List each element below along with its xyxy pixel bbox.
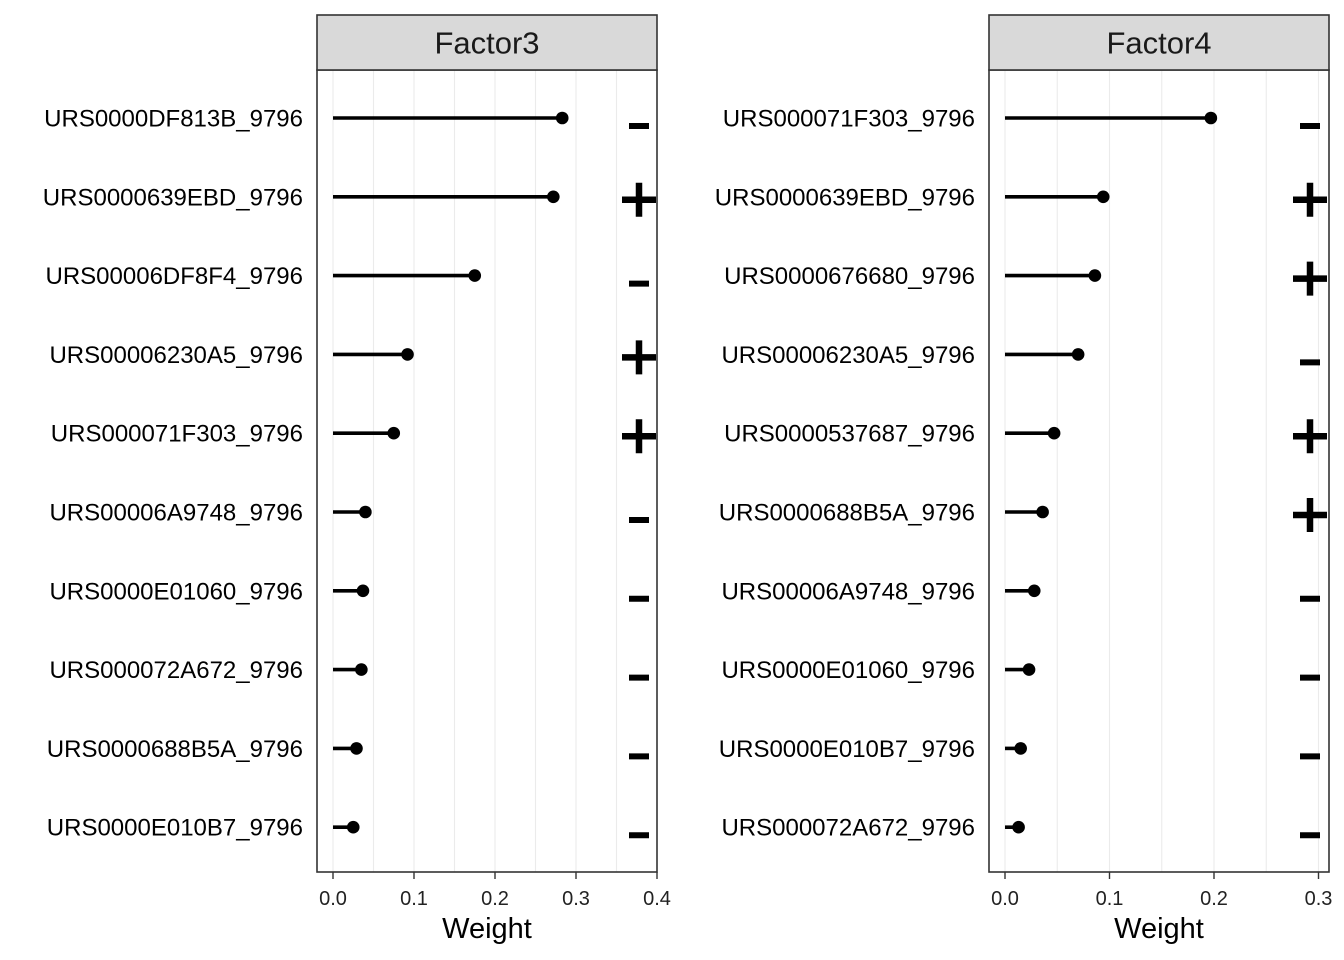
panel-1-feature-label: URS000071F303_9796: [51, 421, 303, 448]
panel-1-x-axis-title: Weight: [442, 913, 532, 945]
panel-2-point: [1047, 426, 1061, 440]
panel-2-strip-title: Factor4: [1106, 26, 1211, 61]
panel-2-feature-label: URS0000E010B7_9796: [719, 736, 975, 763]
panel-2-point: [1036, 505, 1049, 519]
panel-2-feature-label: URS00006230A5_9796: [721, 342, 975, 369]
panel-2-x-tick-label: 0.3: [1305, 888, 1333, 910]
panel-2: URS000071F303_9796 URS0000639EBD_9796 URS0…: [715, 14, 1333, 945]
panel-1-point: [356, 584, 370, 598]
panel-1: URS0000DF813B_9796 URS0000639EBD_9796 URS0…: [43, 14, 671, 945]
panel-2-point: [1012, 820, 1025, 834]
panel-1-feature-label: URS0000688B5A_9796: [47, 736, 303, 763]
panel-1-point: [555, 111, 569, 125]
panel-2-feature-label: URS0000639EBD_9796: [715, 184, 975, 211]
panel-1-point: [401, 348, 414, 361]
panel-1-point: [468, 269, 482, 282]
panel-1-feature-label: URS00006230A5_9796: [49, 342, 303, 369]
panel-2-point: [1204, 111, 1218, 125]
panel-2-point: [1096, 190, 1110, 204]
panel-1-feature-label: URS0000E01060_9796: [49, 578, 303, 605]
panel-2-feature-label: URS00006A9748_9796: [721, 578, 975, 605]
panel-1-x-tick-label: 0.2: [481, 888, 509, 910]
panel-2-feature-label: URS0000537687_9796: [724, 421, 975, 448]
panel-1-feature-label: URS0000E010B7_9796: [47, 815, 303, 842]
panel-2-feature-label: URS000071F303_9796: [723, 106, 975, 133]
panel-1-feature-label: URS000072A672_9796: [49, 657, 303, 684]
panel-1-x-tick-label: 0.4: [643, 888, 671, 910]
panel-2-strip: [988, 14, 1330, 71]
panel-2-x-axis-title: Weight: [1114, 913, 1204, 945]
panel-1-background: [317, 70, 657, 872]
panel-1-feature-label: URS00006A9748_9796: [49, 500, 303, 527]
panel-1-feature-label: URS0000DF813B_9796: [44, 106, 303, 133]
panel-1-point: [355, 663, 368, 676]
panel-2-point: [1071, 348, 1085, 361]
panel-2-x-tick-label: 0.1: [1096, 888, 1124, 910]
panel-2-feature-label: URS0000676680_9796: [724, 263, 975, 290]
panel-1-point: [350, 742, 363, 755]
panel-1-x-tick-label: 0.3: [562, 888, 590, 910]
panel-2-feature-label: URS0000688B5A_9796: [719, 500, 975, 527]
panel-1-point: [346, 820, 360, 834]
panel-1-strip-title: Factor3: [434, 26, 539, 61]
panel-2-x-tick-label: 0.0: [991, 888, 1019, 910]
panel-2-feature-label: URS000072A672_9796: [721, 815, 975, 842]
panel-1-x-tick-label: 0.1: [400, 888, 428, 910]
panel-2-background: [989, 70, 1329, 872]
panel-1-feature-label: URS00006DF8F4_9796: [46, 263, 304, 290]
panel-2-feature-label: URS0000E01060_9796: [721, 657, 975, 684]
panel-1-x-tick-label: 0.0: [319, 888, 347, 910]
panel-2-point: [1014, 742, 1027, 755]
panel-2-x-tick-label: 0.2: [1200, 888, 1228, 910]
panel-1-strip: [316, 14, 658, 71]
panel-1-point: [547, 190, 560, 204]
panel-2-point: [1022, 663, 1036, 676]
panel-1-feature-label: URS0000639EBD_9796: [43, 184, 303, 211]
panel-1-point: [359, 505, 372, 519]
panel-2-point: [1027, 584, 1041, 598]
panel-1-point: [387, 426, 401, 440]
panel-2-point: [1088, 269, 1102, 282]
